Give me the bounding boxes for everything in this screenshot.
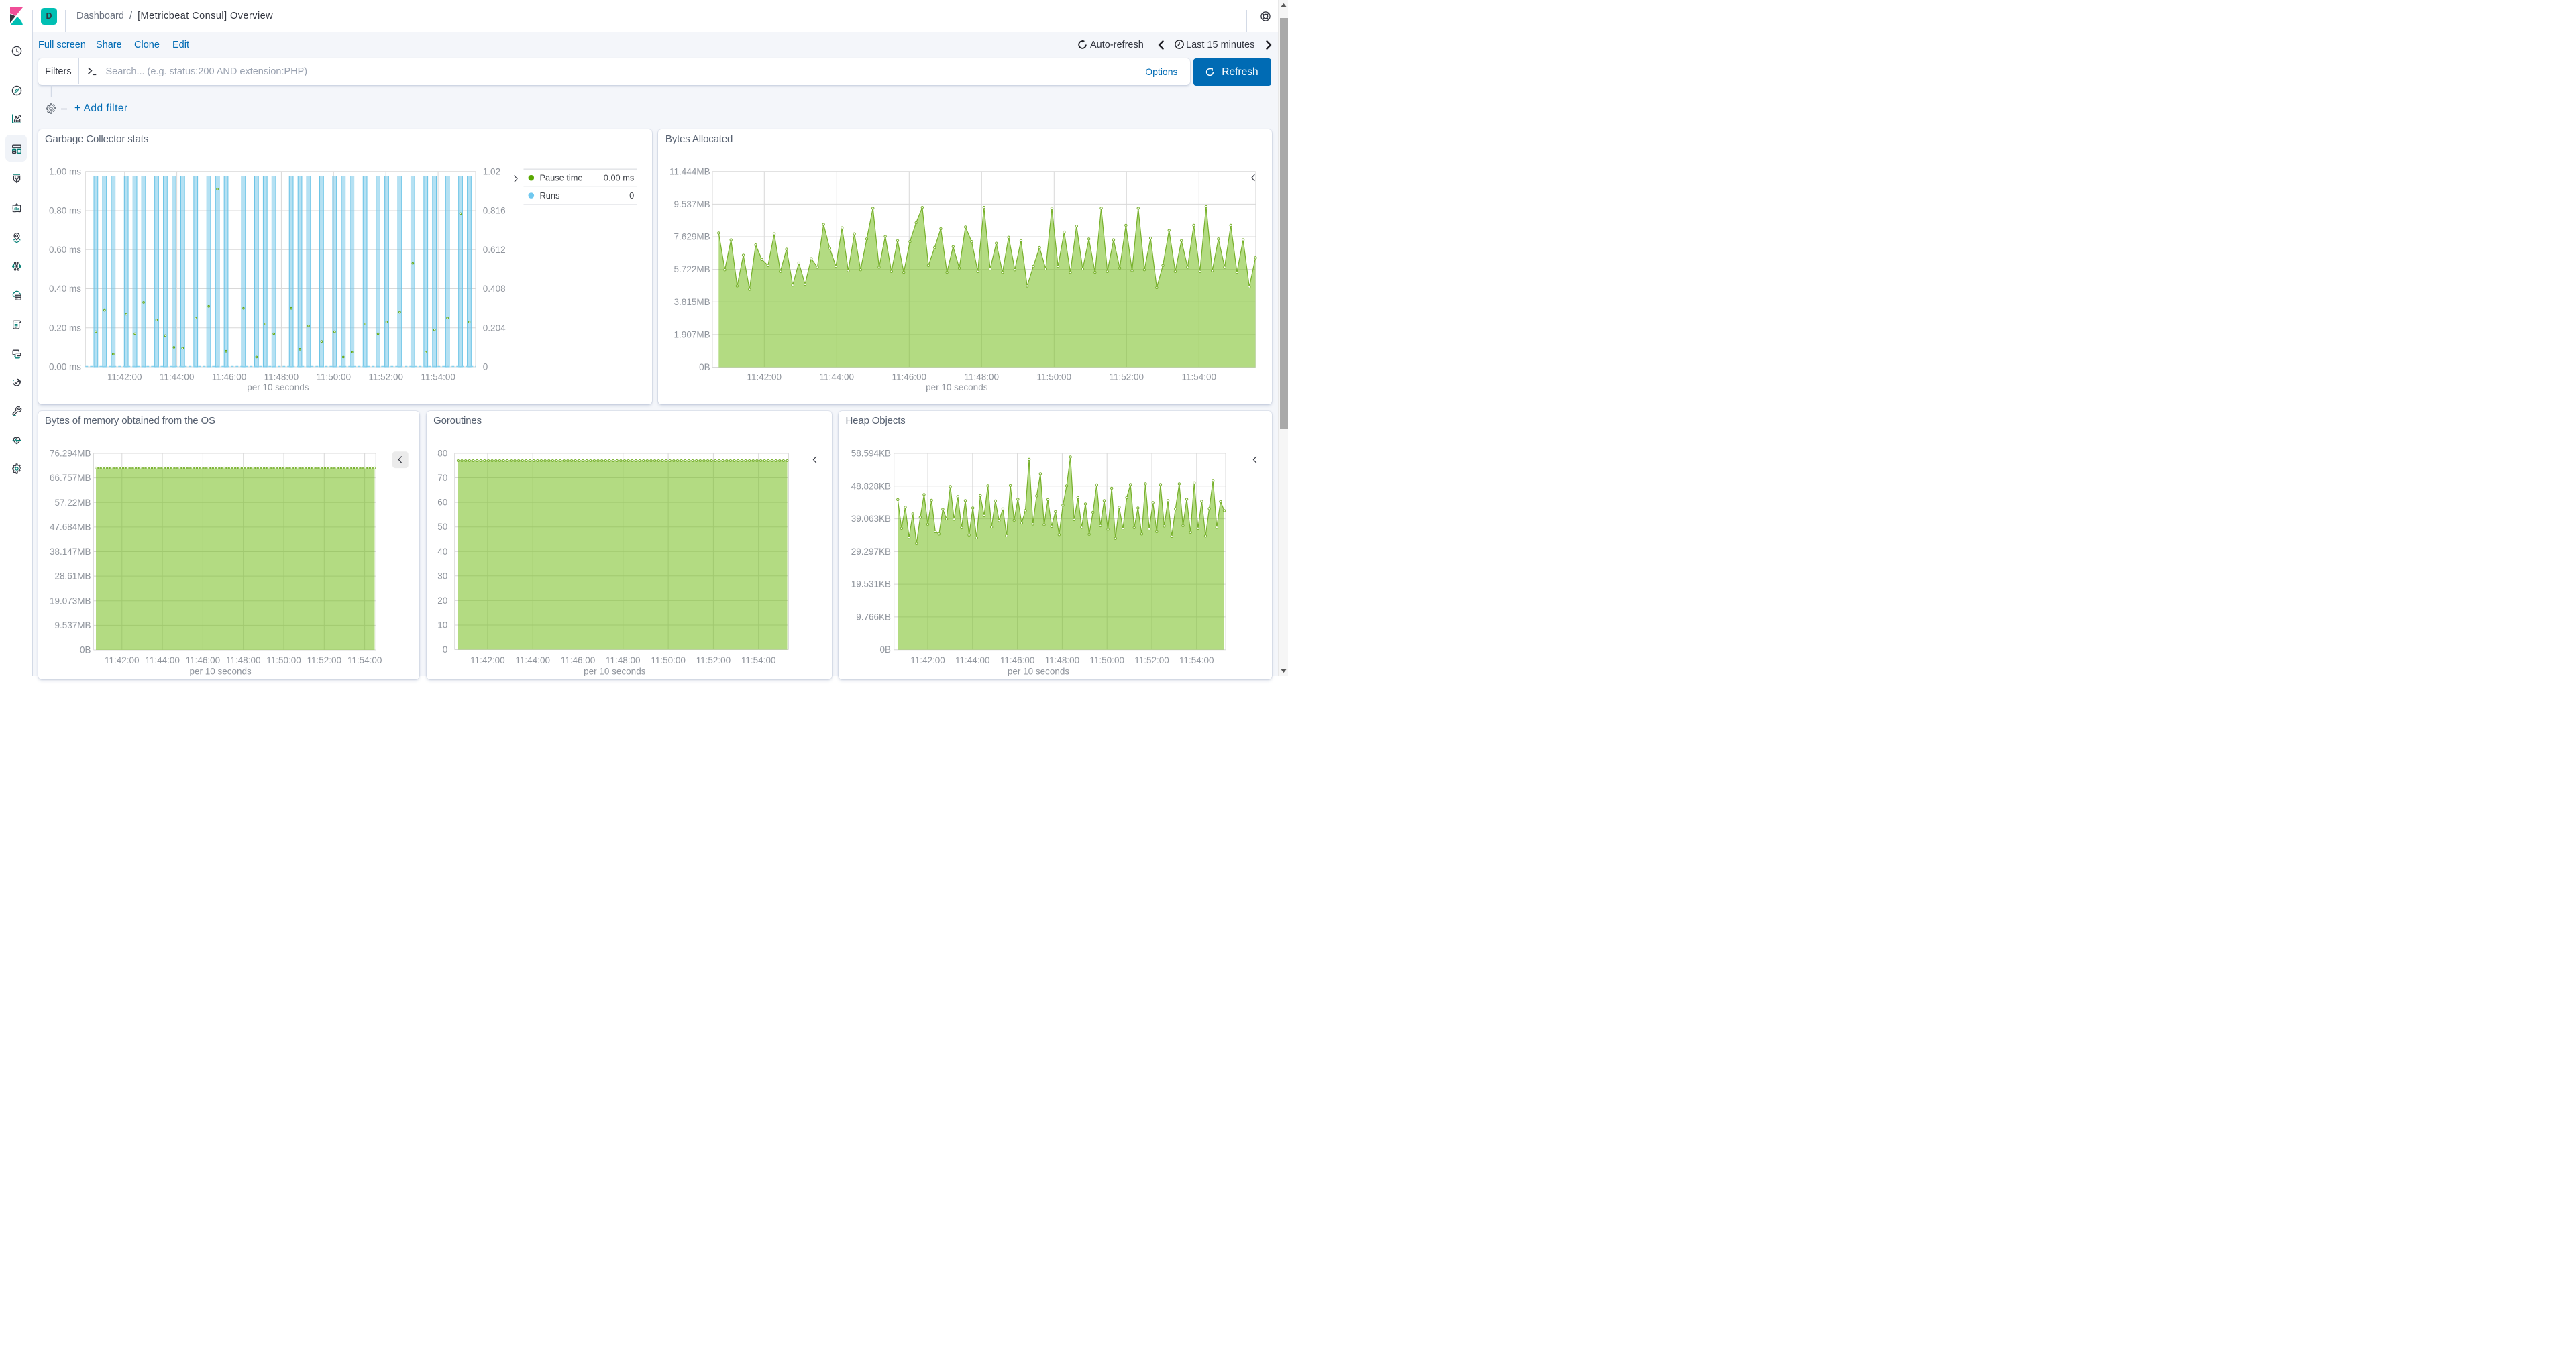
svg-text:11:50:00: 11:50:00 xyxy=(317,372,352,382)
svg-text:0.612: 0.612 xyxy=(483,245,506,255)
svg-text:76.294MB: 76.294MB xyxy=(50,449,91,459)
svg-text:0: 0 xyxy=(483,362,488,372)
svg-text:11:48:00: 11:48:00 xyxy=(606,655,641,665)
svg-text:0.80 ms: 0.80 ms xyxy=(49,206,81,216)
svg-text:11:42:00: 11:42:00 xyxy=(470,655,505,665)
svg-text:11:52:00: 11:52:00 xyxy=(368,372,403,382)
svg-text:11:46:00: 11:46:00 xyxy=(892,372,927,382)
svg-text:11:54:00: 11:54:00 xyxy=(1182,372,1217,382)
svg-text:9.766KB: 9.766KB xyxy=(856,612,891,622)
svg-text:0.816: 0.816 xyxy=(483,206,506,216)
svg-text:0.408: 0.408 xyxy=(483,284,506,294)
svg-text:11:42:00: 11:42:00 xyxy=(910,655,945,665)
svg-text:11:54:00: 11:54:00 xyxy=(347,655,382,665)
svg-text:9.537MB: 9.537MB xyxy=(674,199,710,209)
svg-text:10: 10 xyxy=(437,620,447,630)
svg-text:19.531KB: 19.531KB xyxy=(851,579,891,589)
svg-text:11:52:00: 11:52:00 xyxy=(307,655,342,665)
svg-text:0.00 ms: 0.00 ms xyxy=(49,362,81,372)
svg-text:Runs: Runs xyxy=(540,190,560,201)
svg-text:20: 20 xyxy=(437,596,447,606)
svg-text:per 10 seconds: per 10 seconds xyxy=(926,382,988,392)
svg-text:11:44:00: 11:44:00 xyxy=(145,655,180,665)
svg-text:1.02: 1.02 xyxy=(483,166,500,176)
svg-text:11:48:00: 11:48:00 xyxy=(226,655,261,665)
svg-text:9.537MB: 9.537MB xyxy=(54,620,91,630)
svg-text:70: 70 xyxy=(437,473,447,483)
svg-text:11:50:00: 11:50:00 xyxy=(1037,372,1072,382)
svg-text:11:48:00: 11:48:00 xyxy=(1045,655,1080,665)
svg-text:11:54:00: 11:54:00 xyxy=(1179,655,1214,665)
svg-text:11:42:00: 11:42:00 xyxy=(105,655,140,665)
svg-text:11:54:00: 11:54:00 xyxy=(741,655,776,665)
svg-text:1.907MB: 1.907MB xyxy=(674,329,710,339)
svg-text:per 10 seconds: per 10 seconds xyxy=(189,667,252,677)
svg-text:0.00 ms: 0.00 ms xyxy=(604,173,635,183)
svg-text:per 10 seconds: per 10 seconds xyxy=(1008,667,1070,677)
svg-text:11:44:00: 11:44:00 xyxy=(820,372,855,382)
svg-text:11:46:00: 11:46:00 xyxy=(1000,655,1035,665)
svg-text:11:46:00: 11:46:00 xyxy=(212,372,247,382)
svg-text:1.00 ms: 1.00 ms xyxy=(49,166,81,176)
svg-text:40: 40 xyxy=(437,547,447,557)
svg-text:0.60 ms: 0.60 ms xyxy=(49,245,81,255)
svg-text:11.444MB: 11.444MB xyxy=(669,166,710,176)
svg-text:11:44:00: 11:44:00 xyxy=(160,372,195,382)
svg-text:0.20 ms: 0.20 ms xyxy=(49,323,81,333)
svg-text:50: 50 xyxy=(437,522,447,532)
svg-text:0.40 ms: 0.40 ms xyxy=(49,284,81,294)
svg-text:39.063KB: 39.063KB xyxy=(851,514,891,524)
svg-text:7.629MB: 7.629MB xyxy=(674,232,710,242)
svg-text:66.757MB: 66.757MB xyxy=(50,473,91,483)
svg-text:0B: 0B xyxy=(80,645,91,655)
svg-text:38.147MB: 38.147MB xyxy=(50,547,91,557)
svg-text:11:52:00: 11:52:00 xyxy=(696,655,731,665)
svg-text:48.828KB: 48.828KB xyxy=(851,481,891,491)
svg-text:0: 0 xyxy=(629,190,634,201)
svg-text:60: 60 xyxy=(437,498,447,508)
svg-text:47.684MB: 47.684MB xyxy=(50,522,91,532)
svg-text:5.722MB: 5.722MB xyxy=(674,264,710,274)
svg-text:29.297KB: 29.297KB xyxy=(851,547,891,557)
svg-text:11:42:00: 11:42:00 xyxy=(107,372,142,382)
svg-text:30: 30 xyxy=(437,571,447,581)
svg-text:11:44:00: 11:44:00 xyxy=(515,655,550,665)
svg-text:Pause time: Pause time xyxy=(540,173,583,183)
svg-text:11:52:00: 11:52:00 xyxy=(1110,372,1144,382)
svg-text:11:46:00: 11:46:00 xyxy=(186,655,221,665)
svg-text:per 10 seconds: per 10 seconds xyxy=(584,667,646,677)
svg-text:11:42:00: 11:42:00 xyxy=(747,372,782,382)
svg-text:3.815MB: 3.815MB xyxy=(674,297,710,307)
svg-text:11:50:00: 11:50:00 xyxy=(1089,655,1124,665)
svg-text:58.594KB: 58.594KB xyxy=(851,449,891,459)
svg-text:0B: 0B xyxy=(879,644,891,655)
svg-text:0: 0 xyxy=(443,644,448,655)
svg-text:11:48:00: 11:48:00 xyxy=(264,372,299,382)
svg-text:80: 80 xyxy=(437,449,447,459)
svg-text:per 10 seconds: per 10 seconds xyxy=(247,382,309,392)
svg-text:57.22MB: 57.22MB xyxy=(54,498,91,508)
svg-text:11:50:00: 11:50:00 xyxy=(651,655,686,665)
svg-text:0B: 0B xyxy=(699,362,710,372)
svg-text:11:50:00: 11:50:00 xyxy=(266,655,301,665)
svg-text:0.204: 0.204 xyxy=(483,323,506,333)
svg-text:19.073MB: 19.073MB xyxy=(50,596,91,606)
svg-text:11:54:00: 11:54:00 xyxy=(421,372,455,382)
svg-text:11:44:00: 11:44:00 xyxy=(955,655,990,665)
svg-text:11:46:00: 11:46:00 xyxy=(561,655,596,665)
svg-text:11:48:00: 11:48:00 xyxy=(965,372,1000,382)
svg-text:28.61MB: 28.61MB xyxy=(54,571,91,581)
svg-text:11:52:00: 11:52:00 xyxy=(1134,655,1169,665)
